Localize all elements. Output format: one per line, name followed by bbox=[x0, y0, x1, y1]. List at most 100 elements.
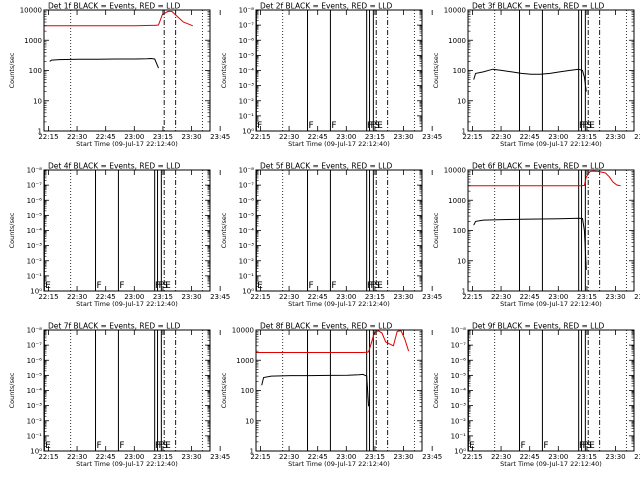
panel-title: Det 7f BLACK = Events, RED = LLD bbox=[48, 322, 181, 331]
x-tick-label: 23:45 bbox=[634, 453, 640, 461]
y-tick-label: 100 bbox=[453, 227, 466, 235]
y-tick-label: 1000 bbox=[236, 357, 254, 365]
x-tick-label: 23:30 bbox=[181, 453, 201, 461]
y-tick-label: 10⁻⁸ bbox=[239, 167, 255, 175]
panel-title: Det 3f BLACK = Events, RED = LLD bbox=[472, 2, 605, 11]
y-tick-label: 100 bbox=[29, 67, 42, 75]
x-tick-label: 23:30 bbox=[393, 453, 413, 461]
x-tick-label: 23:30 bbox=[181, 133, 201, 141]
x-tick-label: 22:45 bbox=[308, 453, 328, 461]
x-tick-label: 22:45 bbox=[520, 293, 540, 301]
x-tick-label: 23:15 bbox=[153, 133, 173, 141]
x-tick-label: 22:15 bbox=[462, 453, 482, 461]
x-tick-label: 23:15 bbox=[577, 293, 597, 301]
x-tick-label: 23:30 bbox=[393, 293, 413, 301]
y-axis-label: Counts/sec bbox=[220, 212, 228, 248]
x-tick-label: 23:00 bbox=[336, 453, 356, 461]
x-tick-label: 22:15 bbox=[38, 293, 58, 301]
x-tick-label: 23:45 bbox=[422, 133, 442, 141]
y-tick-label: 10⁻³ bbox=[27, 242, 43, 250]
x-tick-label: 22:45 bbox=[520, 133, 540, 141]
marker-letter: F bbox=[257, 121, 262, 131]
y-tick-label: 10⁻⁶ bbox=[239, 197, 255, 205]
plot-frame bbox=[43, 329, 211, 452]
y-tick-label: 10⁻¹ bbox=[239, 272, 255, 280]
y-tick-label: 10⁻² bbox=[27, 417, 43, 425]
x-tick-label: 23:45 bbox=[210, 133, 230, 141]
x-tick-label: 22:15 bbox=[38, 453, 58, 461]
marker-letter: F bbox=[155, 281, 160, 291]
x-tick-label: 22:30 bbox=[67, 133, 87, 141]
x-tick-label: 23:30 bbox=[181, 293, 201, 301]
plot-frame bbox=[255, 329, 423, 452]
y-axis-label: Counts/sec bbox=[432, 212, 440, 248]
y-axis-label: Counts/sec bbox=[8, 212, 16, 248]
x-tick-label: 22:45 bbox=[96, 133, 116, 141]
marker-letter: F bbox=[543, 441, 548, 451]
x-tick-label: 22:30 bbox=[67, 453, 87, 461]
panel-title: Det 2f BLACK = Events, RED = LLD bbox=[260, 2, 393, 11]
x-tick-label: 22:15 bbox=[38, 133, 58, 141]
panel-det-3: Det 3f BLACK = Events, RED = LLDFFSE1101… bbox=[432, 2, 640, 149]
marker-letter: F bbox=[158, 441, 163, 451]
marker-letter: F bbox=[119, 281, 124, 291]
x-tick-label: 23:45 bbox=[210, 453, 230, 461]
y-tick-label: 10⁻⁶ bbox=[239, 37, 255, 45]
y-tick-label: 10⁰ bbox=[454, 448, 466, 456]
marker-letter: S bbox=[162, 441, 168, 451]
y-tick-label: 10⁻³ bbox=[239, 242, 255, 250]
y-tick-label: 10⁻⁴ bbox=[451, 387, 467, 395]
y-tick-label: 10⁻⁷ bbox=[239, 182, 255, 190]
marker-letter: F bbox=[582, 441, 587, 451]
y-tick-label: 1 bbox=[250, 448, 254, 456]
y-tick-label: 10⁻¹ bbox=[27, 432, 43, 440]
events-series-line bbox=[49, 57, 159, 69]
x-tick-label: 23:15 bbox=[365, 453, 385, 461]
y-tick-label: 10⁻² bbox=[239, 257, 255, 265]
panel-title: Det 4f BLACK = Events, RED = LLD bbox=[48, 162, 181, 171]
x-tick-label: 22:15 bbox=[250, 293, 270, 301]
y-tick-label: 10000 bbox=[232, 327, 254, 335]
x-tick-label: 23:15 bbox=[577, 133, 597, 141]
marker-letter: S bbox=[374, 281, 380, 291]
x-axis-label: Start Time (09-Jul-17 22:12:40) bbox=[288, 460, 390, 468]
x-tick-label: 23:45 bbox=[210, 293, 230, 301]
x-tick-label: 22:45 bbox=[308, 293, 328, 301]
marker-letter: E bbox=[377, 281, 383, 291]
marker-letter: F bbox=[155, 441, 160, 451]
x-tick-label: 23:00 bbox=[548, 453, 568, 461]
marker-letter: F bbox=[331, 281, 336, 291]
marker-letter: F bbox=[158, 281, 163, 291]
x-tick-label: 23:15 bbox=[577, 453, 597, 461]
x-tick-label: 22:15 bbox=[250, 453, 270, 461]
x-tick-label: 23:15 bbox=[153, 453, 173, 461]
x-tick-label: 23:00 bbox=[124, 293, 144, 301]
y-tick-label: 10⁰ bbox=[242, 128, 254, 136]
y-axis-label: Counts/sec bbox=[432, 372, 440, 408]
x-tick-label: 22:30 bbox=[491, 133, 511, 141]
panel-title: Det 9f BLACK = Events, RED = LLD bbox=[472, 322, 605, 331]
x-tick-label: 22:30 bbox=[279, 293, 299, 301]
y-tick-label: 10⁻³ bbox=[451, 402, 467, 410]
marker-letter: F bbox=[579, 441, 584, 451]
y-tick-label: 10⁻⁵ bbox=[239, 52, 255, 60]
plot-frame bbox=[467, 329, 635, 452]
x-tick-label: 22:45 bbox=[96, 293, 116, 301]
x-axis-label: Start Time (09-Jul-17 22:12:40) bbox=[288, 140, 390, 148]
y-tick-label: 10⁻⁷ bbox=[451, 342, 467, 350]
x-tick-label: 23:15 bbox=[365, 293, 385, 301]
y-axis-label: Counts/sec bbox=[432, 52, 440, 88]
x-tick-label: 23:00 bbox=[548, 293, 568, 301]
x-tick-label: 23:00 bbox=[548, 133, 568, 141]
marker-letter: E bbox=[377, 121, 383, 131]
plot-frame bbox=[43, 169, 211, 292]
y-tick-label: 10⁻⁷ bbox=[27, 342, 43, 350]
y-tick-label: 10⁻⁶ bbox=[27, 197, 43, 205]
x-tick-label: 23:30 bbox=[605, 453, 625, 461]
y-tick-label: 10⁻⁶ bbox=[451, 357, 467, 365]
x-tick-label: 22:30 bbox=[67, 293, 87, 301]
marker-letter: E bbox=[589, 121, 595, 131]
marker-letter: F bbox=[331, 121, 336, 131]
